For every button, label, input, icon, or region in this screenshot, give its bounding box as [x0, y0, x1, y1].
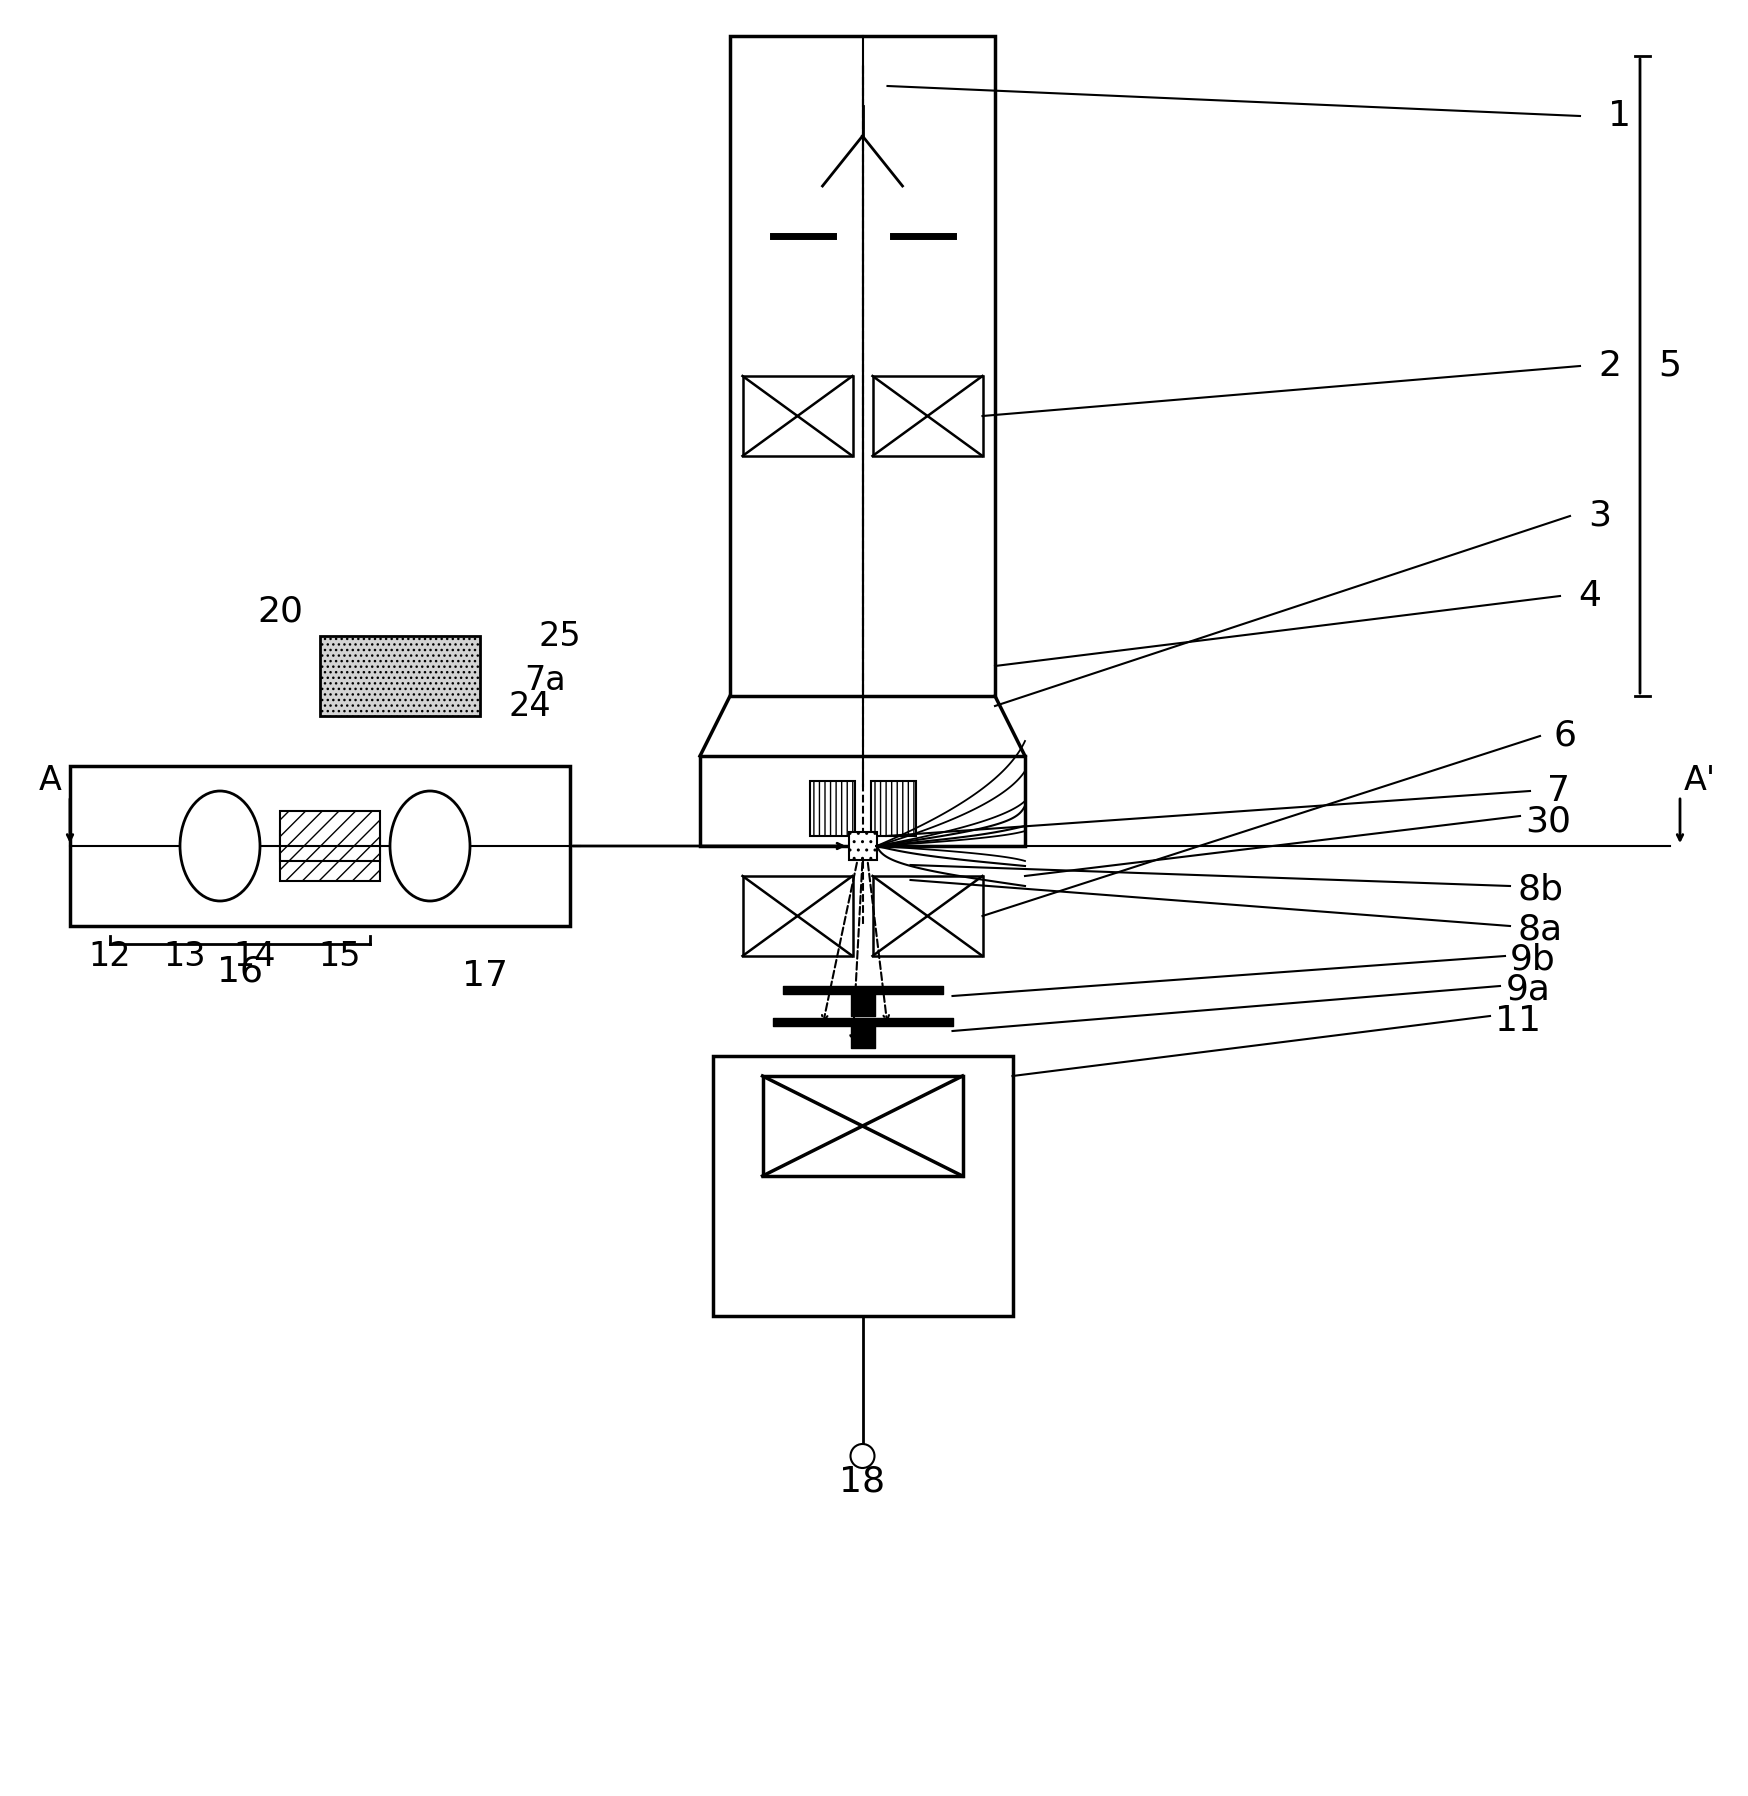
Text: 3: 3	[1589, 499, 1612, 533]
Text: 9b: 9b	[1510, 943, 1556, 977]
Text: 7a: 7a	[524, 665, 566, 697]
Text: 5: 5	[1659, 348, 1682, 383]
Text: 14: 14	[234, 939, 276, 972]
Bar	[713, 1056, 1012, 1316]
Text: 17: 17	[461, 959, 509, 993]
Bar	[743, 375, 853, 456]
Text: 9a: 9a	[1505, 973, 1550, 1008]
Text: 24: 24	[509, 690, 551, 722]
Text: 13: 13	[164, 939, 206, 972]
Text: 20: 20	[257, 594, 302, 629]
Bar	[731, 36, 995, 697]
Text: 16: 16	[217, 954, 262, 988]
Text: 18: 18	[839, 1464, 886, 1498]
Bar	[762, 1076, 963, 1176]
Bar	[699, 756, 1024, 846]
Bar	[280, 832, 379, 882]
Text: 1: 1	[1608, 99, 1631, 133]
Bar	[871, 781, 916, 835]
Circle shape	[851, 1444, 874, 1467]
Text: 25: 25	[538, 620, 582, 652]
Bar	[809, 781, 855, 835]
Text: A': A'	[1683, 765, 1717, 797]
Text: 8a: 8a	[1517, 912, 1563, 946]
Ellipse shape	[390, 790, 470, 902]
Bar	[280, 812, 379, 860]
Bar	[872, 876, 982, 955]
Text: 12: 12	[89, 939, 131, 972]
Text: 30: 30	[1524, 805, 1571, 839]
Bar	[743, 876, 853, 955]
Text: 7: 7	[1547, 774, 1570, 808]
Text: 4: 4	[1578, 578, 1601, 612]
Bar	[320, 636, 481, 717]
Text: A: A	[38, 765, 61, 797]
Bar	[70, 767, 570, 927]
Bar	[872, 375, 982, 456]
Text: 15: 15	[318, 939, 362, 972]
Text: 11: 11	[1495, 1004, 1542, 1038]
Bar	[848, 832, 876, 860]
Text: 8b: 8b	[1517, 873, 1563, 905]
Text: 6: 6	[1554, 718, 1577, 753]
Ellipse shape	[180, 790, 260, 902]
Text: 2: 2	[1598, 348, 1622, 383]
